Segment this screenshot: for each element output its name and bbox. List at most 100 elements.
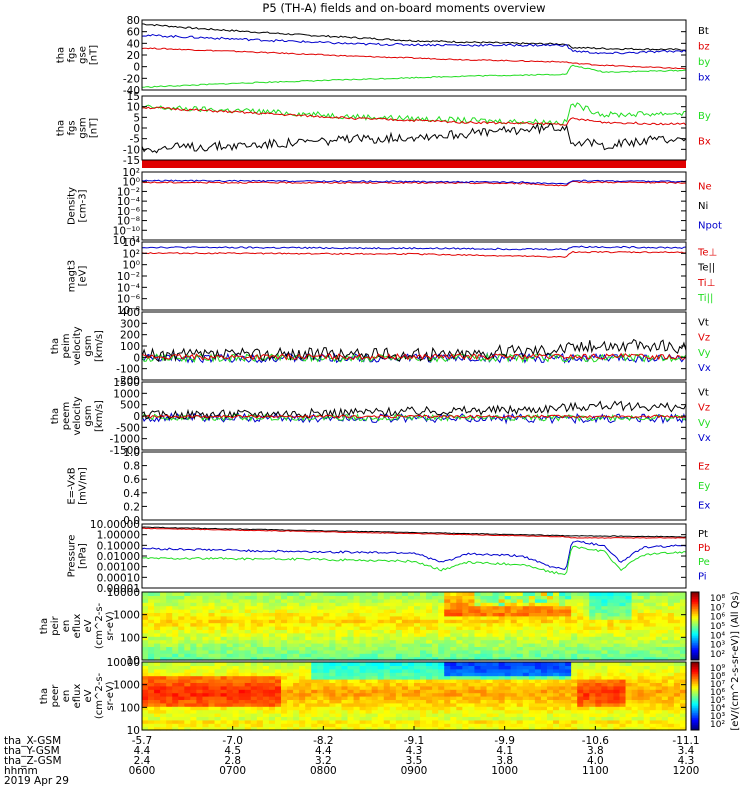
spectrogram-cell — [631, 699, 639, 704]
spectrogram-cell — [504, 595, 512, 600]
spectrogram-cell — [528, 672, 536, 677]
spectrogram-cell — [172, 675, 179, 680]
spectrogram-cell — [184, 665, 191, 670]
spectrogram-cell — [601, 626, 609, 630]
spectrogram-cell — [474, 696, 482, 700]
spectrogram-cell — [655, 682, 663, 687]
spectrogram-cell — [498, 609, 506, 613]
spectrogram-cell — [528, 649, 536, 654]
spectrogram-cell — [335, 723, 343, 728]
spectrogram-cell — [142, 592, 149, 596]
spectrogram-cell — [456, 668, 463, 673]
spectrogram-cell — [281, 662, 288, 666]
spectrogram-cell — [667, 595, 675, 600]
spectrogram-cell — [420, 692, 427, 697]
spectrogram-cell — [450, 609, 457, 613]
spectrogram-cell — [293, 672, 300, 677]
series-by — [141, 64, 687, 88]
spectrogram-cell — [226, 609, 234, 613]
spectrogram-cell — [184, 672, 191, 677]
y-tick-label: 400 — [120, 307, 140, 319]
spectrogram-cell — [661, 649, 669, 654]
y-tick-label: 500 — [120, 400, 140, 412]
spectrogram-cell — [565, 706, 572, 711]
spectrogram-cell — [625, 719, 633, 724]
spectrogram-cell — [667, 706, 675, 711]
spectrogram-cell — [553, 709, 560, 714]
spectrogram-cell — [438, 605, 445, 610]
spectrogram-cell — [432, 699, 439, 704]
spectrogram-cell — [553, 602, 560, 607]
spectrogram-cell — [389, 602, 397, 607]
spectrogram-cell — [456, 679, 463, 683]
spectrogram-cell — [262, 689, 270, 694]
spectrogram-cell — [571, 672, 578, 677]
spectrogram-cell — [450, 639, 457, 644]
spectrogram-cell — [492, 689, 500, 694]
spectrogram-cell — [311, 706, 318, 711]
spectrogram-cell — [559, 716, 566, 721]
spectrogram-cell — [498, 662, 506, 666]
spectrogram-cell — [232, 595, 240, 600]
legend-Ti⊥: Ti⊥ — [697, 278, 715, 289]
spectrogram-cell — [178, 668, 185, 673]
spectrogram-cell — [329, 719, 337, 724]
spectrogram-cell — [456, 646, 463, 651]
y-axis-label: en — [61, 620, 72, 633]
spectrogram-cell — [643, 592, 651, 596]
spectrogram-cell — [208, 665, 216, 670]
spectrogram-cell — [329, 636, 337, 641]
series-Vt — [141, 338, 687, 363]
y-tick-label: 10⁻⁸ — [117, 216, 140, 228]
spectrogram-cell — [220, 726, 228, 731]
spectrogram-cell — [208, 679, 216, 683]
spectrogram-cell — [661, 626, 669, 630]
y-tick-label: 10 — [127, 725, 140, 737]
spectrogram-cell — [214, 719, 222, 724]
spectrogram-cell — [559, 592, 566, 596]
spectrogram-cell — [377, 629, 385, 634]
spectrogram-cell — [190, 716, 197, 721]
spectrogram-cell — [649, 592, 657, 596]
spectrogram-cell — [468, 602, 476, 607]
spectrogram-cell — [438, 643, 445, 647]
spectrogram-cell — [268, 675, 276, 680]
spectrogram-cell — [311, 696, 318, 700]
spectrogram-cell — [220, 605, 228, 610]
spectrogram-cell — [160, 643, 167, 647]
spectrogram-cell — [274, 716, 282, 721]
spectrogram-cell — [377, 646, 385, 651]
spectrogram-cell — [619, 723, 627, 728]
spectrogram-cell — [577, 699, 584, 704]
spectrogram-cell — [643, 602, 651, 607]
spectrogram-cell — [661, 692, 669, 697]
spectrogram-cell — [262, 653, 270, 658]
legend-Bt: Bt — [698, 26, 709, 37]
spectrogram-cell — [148, 643, 155, 647]
spectrogram-cell — [335, 612, 343, 617]
spectrogram-cell — [208, 709, 216, 714]
spectrogram-cell — [154, 646, 161, 651]
spectrogram-cell — [365, 668, 373, 673]
spectrogram-cell — [456, 662, 463, 666]
y-tick-label: 300 — [120, 318, 140, 330]
spectrogram-cell — [341, 713, 349, 717]
spectrogram-cell — [420, 682, 427, 687]
spectrogram-cell — [679, 672, 687, 677]
spectrogram-cell — [589, 598, 596, 603]
spectrogram-cell — [667, 716, 675, 721]
spectrogram-cell — [335, 675, 343, 680]
spectrogram-cell — [510, 685, 518, 690]
spectrogram-cell — [293, 685, 300, 690]
spectrogram-cell — [389, 719, 397, 724]
spectrogram-cell — [208, 702, 216, 707]
spectrogram-cell — [359, 679, 367, 683]
spectrogram-cell — [607, 592, 615, 596]
spectrogram-cell — [498, 713, 506, 717]
spectrogram-cell — [244, 612, 252, 617]
spectrogram-cell — [250, 653, 258, 658]
spectrogram-cell — [299, 622, 306, 627]
spectrogram-cell — [244, 685, 252, 690]
spectrogram-cell — [220, 592, 228, 596]
spectrogram-cell — [456, 629, 463, 634]
